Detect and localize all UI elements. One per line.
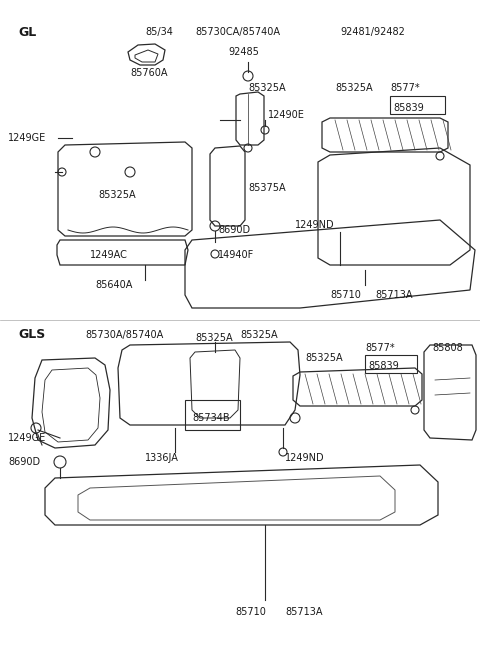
Text: 92485: 92485 bbox=[228, 47, 259, 57]
Text: 85839: 85839 bbox=[393, 103, 424, 113]
Text: 1249AC: 1249AC bbox=[90, 250, 128, 260]
Text: 85375A: 85375A bbox=[248, 183, 286, 193]
Text: 92481/92482: 92481/92482 bbox=[340, 27, 405, 37]
Text: 85839: 85839 bbox=[368, 361, 399, 371]
Text: 1336JA: 1336JA bbox=[145, 453, 179, 463]
Text: 8690D: 8690D bbox=[218, 225, 250, 235]
Text: 85730A/85740A: 85730A/85740A bbox=[85, 330, 163, 340]
Text: 1249ND: 1249ND bbox=[285, 453, 324, 463]
Text: 85325A: 85325A bbox=[305, 353, 343, 363]
Text: 12490E: 12490E bbox=[268, 110, 305, 120]
Text: 85/34: 85/34 bbox=[145, 27, 173, 37]
Text: 85713A: 85713A bbox=[285, 607, 323, 617]
Text: 85325A: 85325A bbox=[195, 333, 233, 343]
Text: 85760A: 85760A bbox=[130, 68, 168, 78]
Text: 1249GE: 1249GE bbox=[8, 133, 46, 143]
Text: 85325A: 85325A bbox=[248, 83, 286, 93]
Text: 85640A: 85640A bbox=[95, 280, 132, 290]
Text: 85808: 85808 bbox=[432, 343, 463, 353]
Text: 85713A: 85713A bbox=[375, 290, 412, 300]
Text: 8577*: 8577* bbox=[390, 83, 420, 93]
Text: 85710: 85710 bbox=[330, 290, 361, 300]
Text: 1249ND: 1249ND bbox=[295, 220, 335, 230]
Text: 85730CA/85740A: 85730CA/85740A bbox=[195, 27, 280, 37]
Text: 8577*: 8577* bbox=[365, 343, 395, 353]
Text: 14940F: 14940F bbox=[218, 250, 254, 260]
Text: 85325A: 85325A bbox=[240, 330, 277, 340]
Text: 8690D: 8690D bbox=[8, 457, 40, 467]
Text: 85325A: 85325A bbox=[335, 83, 372, 93]
Text: 85325A: 85325A bbox=[98, 190, 136, 200]
Text: GLS: GLS bbox=[18, 328, 45, 342]
Text: 85734B: 85734B bbox=[192, 413, 229, 423]
Text: 1249GE: 1249GE bbox=[8, 433, 46, 443]
Text: 85710: 85710 bbox=[235, 607, 266, 617]
Text: GL: GL bbox=[18, 26, 36, 39]
